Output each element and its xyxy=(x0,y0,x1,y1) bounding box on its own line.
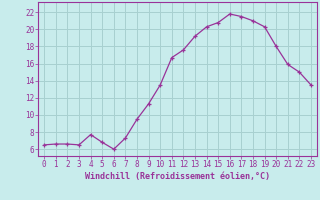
X-axis label: Windchill (Refroidissement éolien,°C): Windchill (Refroidissement éolien,°C) xyxy=(85,172,270,181)
